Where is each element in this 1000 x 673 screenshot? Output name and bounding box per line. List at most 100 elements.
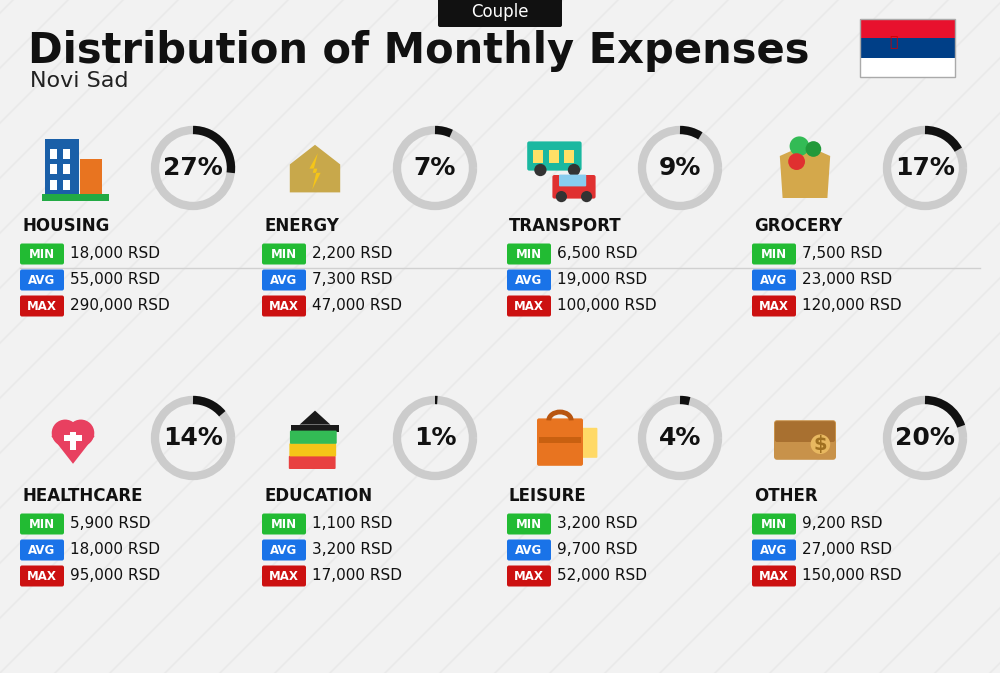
Text: 100,000 RSD: 100,000 RSD — [557, 299, 657, 314]
FancyBboxPatch shape — [45, 139, 79, 198]
Polygon shape — [780, 145, 830, 198]
FancyBboxPatch shape — [289, 444, 336, 456]
FancyBboxPatch shape — [752, 295, 796, 316]
Text: HOUSING: HOUSING — [22, 217, 109, 235]
Text: AVG: AVG — [760, 544, 788, 557]
Text: 27,000 RSD: 27,000 RSD — [802, 542, 892, 557]
FancyBboxPatch shape — [63, 149, 70, 159]
FancyBboxPatch shape — [507, 269, 551, 291]
FancyBboxPatch shape — [775, 421, 835, 442]
Text: 3,200 RSD: 3,200 RSD — [312, 542, 392, 557]
FancyBboxPatch shape — [752, 565, 796, 586]
Circle shape — [556, 191, 567, 202]
Text: MAX: MAX — [759, 299, 789, 312]
Text: MIN: MIN — [761, 518, 787, 530]
FancyBboxPatch shape — [50, 149, 57, 159]
Polygon shape — [300, 411, 330, 425]
FancyBboxPatch shape — [549, 150, 559, 163]
Text: 🔰: 🔰 — [889, 35, 897, 49]
FancyBboxPatch shape — [42, 194, 109, 201]
FancyBboxPatch shape — [63, 164, 70, 174]
Text: GROCERY: GROCERY — [754, 217, 842, 235]
Circle shape — [67, 419, 94, 446]
FancyBboxPatch shape — [559, 174, 586, 186]
Text: 9,200 RSD: 9,200 RSD — [802, 516, 883, 532]
Text: 52,000 RSD: 52,000 RSD — [557, 569, 647, 583]
Text: 18,000 RSD: 18,000 RSD — [70, 542, 160, 557]
Text: ENERGY: ENERGY — [264, 217, 339, 235]
Text: 120,000 RSD: 120,000 RSD — [802, 299, 902, 314]
FancyBboxPatch shape — [752, 540, 796, 561]
Text: 17,000 RSD: 17,000 RSD — [312, 569, 402, 583]
FancyBboxPatch shape — [262, 269, 306, 291]
FancyBboxPatch shape — [752, 513, 796, 534]
FancyBboxPatch shape — [438, 0, 562, 27]
Text: MIN: MIN — [29, 518, 55, 530]
Text: 2,200 RSD: 2,200 RSD — [312, 246, 392, 262]
FancyBboxPatch shape — [70, 431, 76, 450]
Text: MAX: MAX — [269, 299, 299, 312]
Text: EDUCATION: EDUCATION — [264, 487, 372, 505]
Polygon shape — [290, 145, 340, 192]
Text: 9%: 9% — [659, 156, 701, 180]
Text: 1%: 1% — [414, 426, 456, 450]
Circle shape — [52, 419, 79, 446]
FancyBboxPatch shape — [570, 428, 597, 458]
FancyBboxPatch shape — [50, 164, 57, 174]
FancyBboxPatch shape — [20, 565, 64, 586]
FancyBboxPatch shape — [20, 295, 64, 316]
FancyBboxPatch shape — [552, 175, 596, 199]
Text: MIN: MIN — [271, 518, 297, 530]
Text: 19,000 RSD: 19,000 RSD — [557, 273, 647, 287]
FancyBboxPatch shape — [860, 58, 955, 77]
Text: 7%: 7% — [414, 156, 456, 180]
Text: TRANSPORT: TRANSPORT — [509, 217, 622, 235]
Polygon shape — [309, 153, 321, 190]
Text: AVG: AVG — [515, 544, 543, 557]
Text: Couple: Couple — [471, 3, 529, 21]
FancyBboxPatch shape — [507, 565, 551, 586]
Text: LEISURE: LEISURE — [509, 487, 587, 505]
Text: AVG: AVG — [28, 273, 56, 287]
Text: AVG: AVG — [270, 544, 298, 557]
FancyBboxPatch shape — [507, 540, 551, 561]
Text: MIN: MIN — [271, 248, 297, 260]
Text: 1,100 RSD: 1,100 RSD — [312, 516, 392, 532]
FancyBboxPatch shape — [860, 38, 955, 58]
FancyBboxPatch shape — [752, 244, 796, 264]
Text: Novi Sad: Novi Sad — [30, 71, 128, 91]
FancyBboxPatch shape — [533, 150, 543, 163]
FancyBboxPatch shape — [80, 159, 102, 198]
FancyBboxPatch shape — [50, 180, 57, 190]
FancyBboxPatch shape — [20, 244, 64, 264]
Circle shape — [790, 137, 809, 156]
Text: 150,000 RSD: 150,000 RSD — [802, 569, 902, 583]
Text: MIN: MIN — [516, 248, 542, 260]
FancyBboxPatch shape — [289, 456, 336, 469]
Text: 18,000 RSD: 18,000 RSD — [70, 246, 160, 262]
Text: 20%: 20% — [895, 426, 955, 450]
FancyBboxPatch shape — [539, 437, 581, 443]
FancyBboxPatch shape — [774, 420, 836, 460]
Text: MAX: MAX — [514, 299, 544, 312]
Text: AVG: AVG — [760, 273, 788, 287]
Text: Distribution of Monthly Expenses: Distribution of Monthly Expenses — [28, 30, 810, 72]
FancyBboxPatch shape — [262, 244, 306, 264]
Circle shape — [581, 191, 592, 202]
Circle shape — [568, 164, 580, 176]
FancyBboxPatch shape — [20, 540, 64, 561]
Text: 55,000 RSD: 55,000 RSD — [70, 273, 160, 287]
Text: HEALTHCARE: HEALTHCARE — [22, 487, 143, 505]
Text: 47,000 RSD: 47,000 RSD — [312, 299, 402, 314]
FancyBboxPatch shape — [20, 269, 64, 291]
Text: 7,300 RSD: 7,300 RSD — [312, 273, 392, 287]
FancyBboxPatch shape — [564, 150, 574, 163]
Text: 5,900 RSD: 5,900 RSD — [70, 516, 150, 532]
Text: 290,000 RSD: 290,000 RSD — [70, 299, 170, 314]
FancyBboxPatch shape — [290, 431, 337, 444]
FancyBboxPatch shape — [20, 513, 64, 534]
Text: 95,000 RSD: 95,000 RSD — [70, 569, 160, 583]
Text: 14%: 14% — [163, 426, 223, 450]
Text: MAX: MAX — [27, 569, 57, 583]
FancyBboxPatch shape — [752, 269, 796, 291]
